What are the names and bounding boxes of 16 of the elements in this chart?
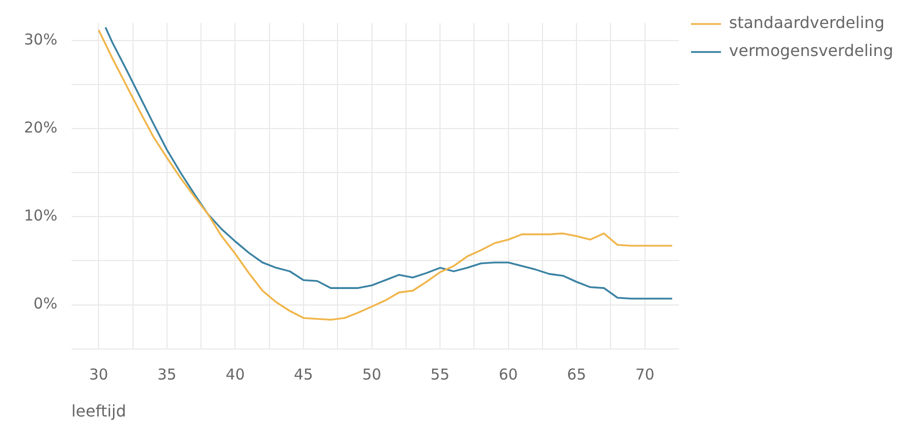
x-tick-label: 35 bbox=[157, 366, 176, 384]
x-tick-label: 45 bbox=[294, 366, 314, 384]
x-tick-label: 55 bbox=[430, 366, 450, 384]
x-axis-title: leeftijd bbox=[71, 402, 126, 421]
y-tick-label: 20% bbox=[24, 118, 58, 137]
y-tick-label: 0% bbox=[34, 294, 58, 313]
x-tick-label: 60 bbox=[498, 366, 518, 384]
x-tick-label: 40 bbox=[226, 366, 245, 384]
x-tick-label: 65 bbox=[567, 366, 586, 384]
legend-label: standaardverdeling bbox=[729, 13, 885, 32]
legend-label: vermogensverdeling bbox=[729, 41, 894, 60]
y-tick-label: 10% bbox=[24, 206, 58, 225]
x-tick-label: 70 bbox=[635, 366, 654, 384]
x-tick-label: 30 bbox=[89, 366, 108, 384]
y-tick-label: 30% bbox=[24, 30, 58, 48]
x-tick-label: 50 bbox=[362, 366, 382, 384]
